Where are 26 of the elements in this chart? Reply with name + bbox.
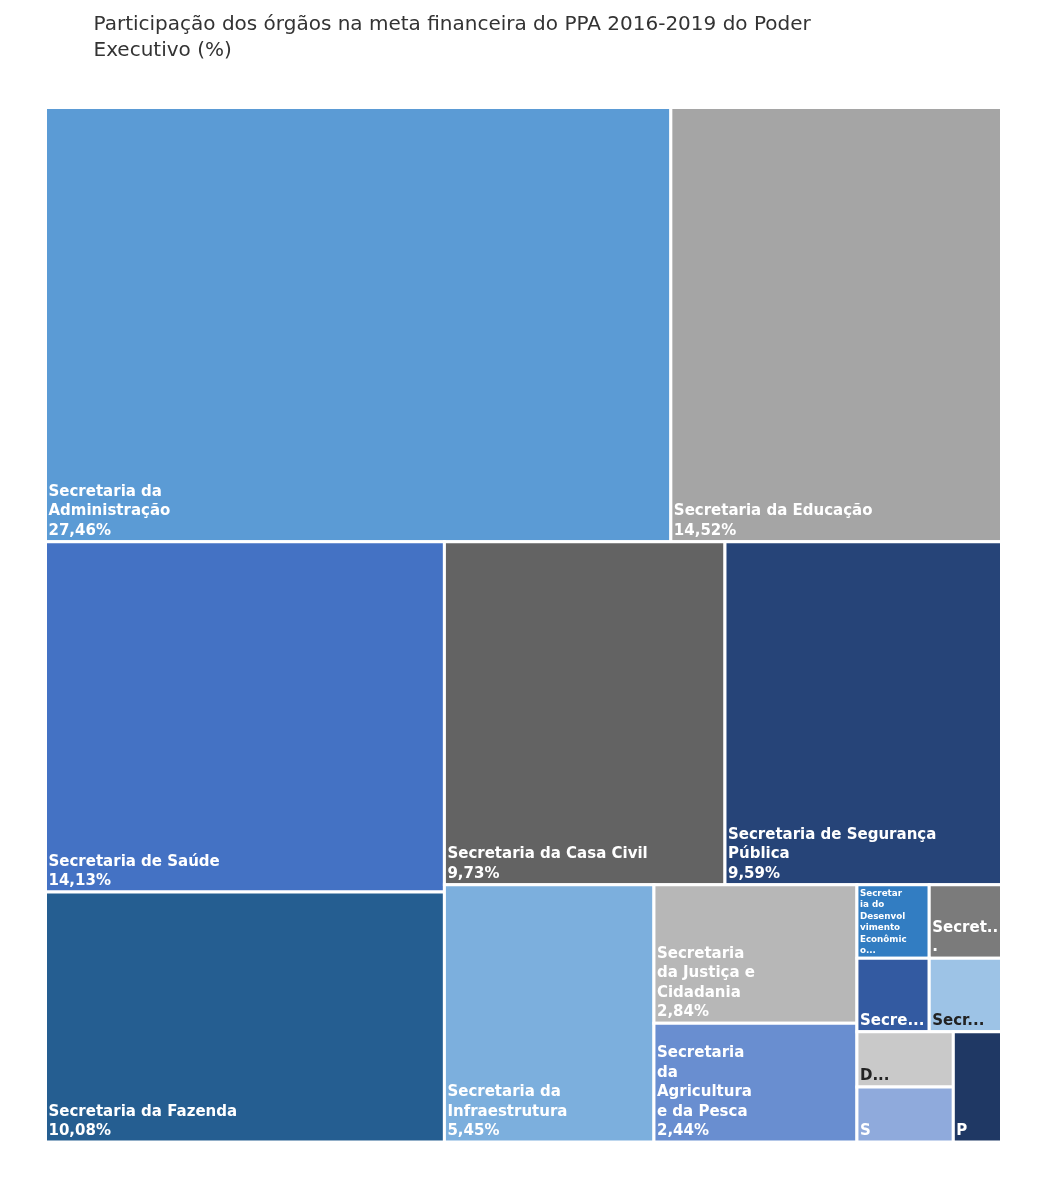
category-label: Secretaria da Educação — [673, 501, 873, 520]
category-label: Secret... — [932, 917, 999, 956]
category-label: Secretaria da Fazenda — [48, 1101, 238, 1120]
data-label: 9,73% — [447, 863, 500, 882]
category-label: Secretaria da Justiça e Cidadania — [656, 943, 755, 1001]
category-label: D... — [859, 1065, 890, 1084]
data-label: 9,59% — [727, 863, 781, 882]
category-label: S — [859, 1121, 871, 1139]
data-label: 14,52% — [673, 520, 737, 539]
data-label: 5,45% — [447, 1121, 500, 1139]
category-label: Secretaria de Segurança Pública — [727, 824, 937, 863]
category-label: Secretaria da Agricultura e da Pesca — [656, 1043, 752, 1120]
text: Participação dos órgãos na meta financeira do PPA 2016-2019 do Poder Executivo (%) — [93, 10, 812, 61]
data-label: 2,84% — [656, 1002, 709, 1021]
category-label: P — [956, 1121, 968, 1139]
data-label: 2,44% — [656, 1121, 709, 1139]
data-label: 14,13% — [48, 871, 111, 890]
category-label: Secretaria da Infraestrutura — [447, 1082, 568, 1120]
category-label: Secretaria da Administração — [48, 481, 171, 520]
category-label: Secretaria do Desenvolvimento Econômico... — [859, 887, 907, 955]
category-label: Secr... — [932, 1010, 985, 1029]
category-label: Secretaria da Casa Civil — [447, 844, 648, 863]
category-label: Secretaria de Saúde — [48, 851, 220, 870]
category-label: Secre... — [859, 1010, 925, 1029]
data-label: 27,46% — [48, 520, 111, 539]
data-label: 10,08% — [48, 1121, 111, 1139]
